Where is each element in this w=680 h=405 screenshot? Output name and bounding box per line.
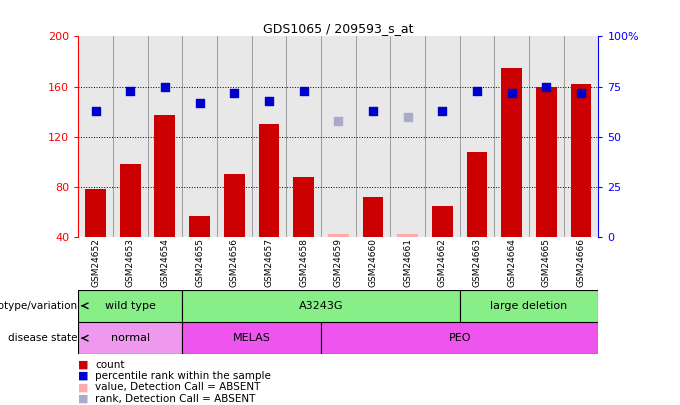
- Bar: [432, 206, 453, 237]
- Bar: [189, 215, 210, 237]
- Bar: [362, 197, 384, 237]
- Text: ■: ■: [78, 394, 88, 403]
- Bar: [293, 177, 314, 237]
- Point: [541, 83, 551, 90]
- Title: GDS1065 / 209593_s_at: GDS1065 / 209593_s_at: [263, 22, 413, 35]
- Text: A3243G: A3243G: [299, 301, 343, 311]
- Bar: [571, 84, 592, 237]
- Text: value, Detection Call = ABSENT: value, Detection Call = ABSENT: [95, 382, 260, 392]
- Bar: [154, 115, 175, 237]
- Point: [194, 99, 205, 106]
- Bar: [120, 164, 141, 237]
- Text: percentile rank within the sample: percentile rank within the sample: [95, 371, 271, 381]
- Bar: [258, 124, 279, 237]
- Point: [437, 107, 447, 114]
- Point: [124, 87, 135, 94]
- Bar: [85, 189, 106, 237]
- Bar: [78, 322, 182, 354]
- Text: rank, Detection Call = ABSENT: rank, Detection Call = ABSENT: [95, 394, 256, 403]
- Bar: [321, 322, 598, 354]
- Bar: [182, 322, 321, 354]
- Text: disease state: disease state: [8, 333, 78, 343]
- Point: [333, 117, 343, 124]
- Text: count: count: [95, 360, 124, 369]
- Bar: [536, 87, 557, 237]
- Text: PEO: PEO: [448, 333, 471, 343]
- Point: [159, 83, 170, 90]
- Text: genotype/variation: genotype/variation: [0, 301, 78, 311]
- Bar: [182, 290, 460, 322]
- Point: [402, 113, 413, 120]
- Point: [228, 90, 239, 96]
- Bar: [78, 290, 182, 322]
- Point: [471, 87, 482, 94]
- Bar: [466, 152, 488, 237]
- Point: [263, 97, 274, 104]
- Text: large deletion: large deletion: [490, 301, 568, 311]
- Point: [90, 107, 101, 114]
- Bar: [501, 68, 522, 237]
- Text: ■: ■: [78, 371, 88, 381]
- Bar: [224, 174, 245, 237]
- Text: wild type: wild type: [105, 301, 156, 311]
- Bar: [397, 234, 418, 237]
- Text: ■: ■: [78, 360, 88, 369]
- Text: ■: ■: [78, 382, 88, 392]
- Point: [575, 90, 586, 96]
- Point: [298, 87, 309, 94]
- Point: [506, 90, 517, 96]
- Text: MELAS: MELAS: [233, 333, 271, 343]
- Text: normal: normal: [111, 333, 150, 343]
- Bar: [328, 234, 349, 237]
- Bar: [460, 290, 598, 322]
- Point: [367, 107, 378, 114]
